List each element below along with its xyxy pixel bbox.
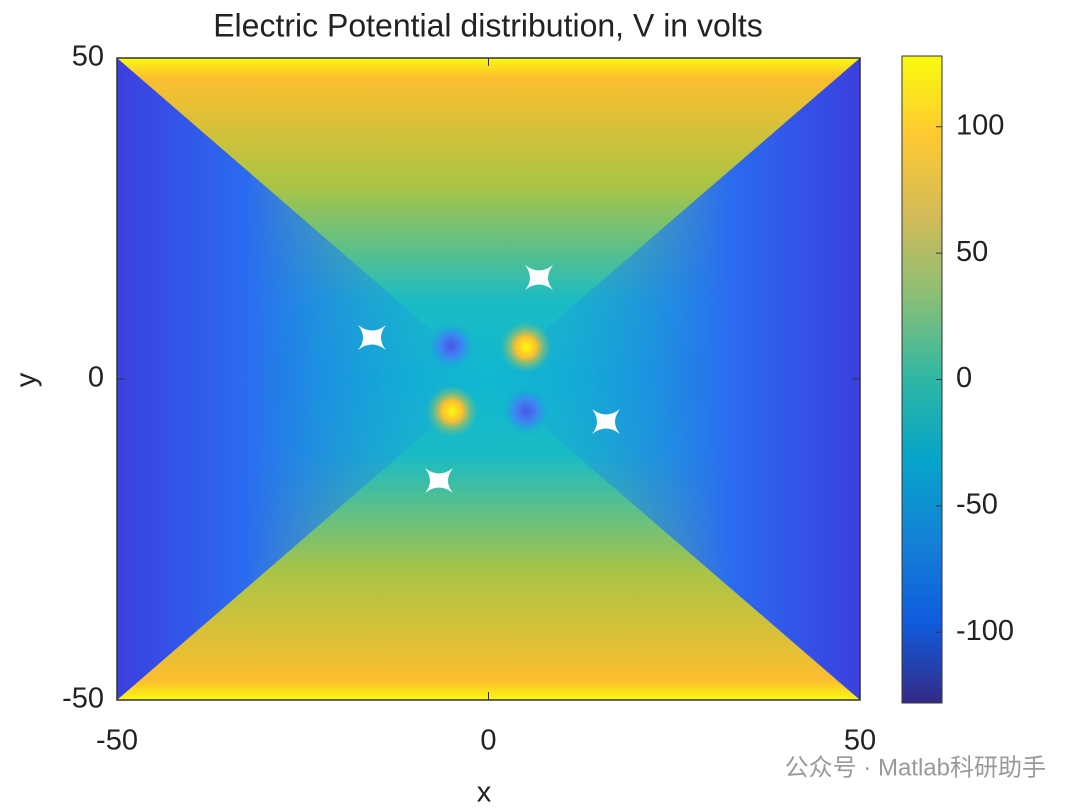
x-axis-label: x (477, 777, 492, 809)
chart-title: Electric Potential distribution, V in vo… (213, 7, 763, 43)
y-tick-label: -50 (62, 683, 104, 715)
colorbar-tick-label: 50 (956, 236, 988, 268)
y-axis-label: y (11, 372, 43, 387)
colorbar-tick-label: 100 (956, 109, 1004, 141)
x-tick-label: 0 (480, 725, 496, 757)
watermark: 公众号 · Matlab科研助手 (785, 754, 1046, 781)
colorbar-tick-label: -50 (956, 489, 998, 521)
colorbar (901, 55, 943, 704)
colorbar-tick-label: 0 (956, 362, 972, 394)
y-tick-label: 0 (88, 362, 104, 394)
field (116, 57, 861, 701)
colorbar-tick-label: -100 (956, 615, 1014, 647)
x-tick-label: -50 (96, 725, 138, 757)
x-tick-label: 50 (844, 725, 876, 757)
y-tick-label: 50 (72, 41, 104, 73)
